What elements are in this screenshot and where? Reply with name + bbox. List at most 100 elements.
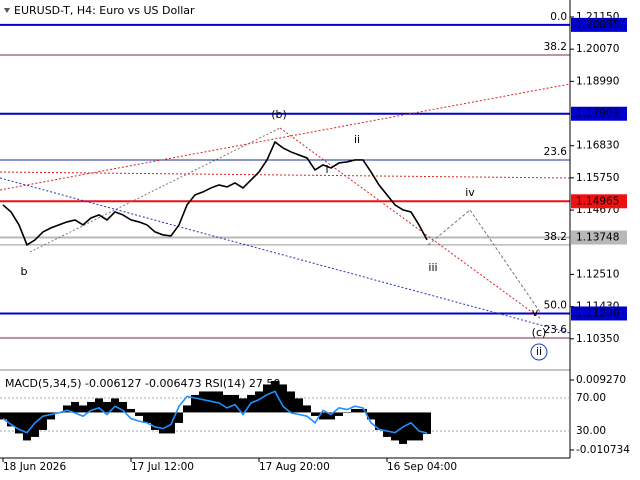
level-badge (571, 306, 627, 321)
y-tick-label: 1.18990 (576, 75, 619, 87)
chart-header: EURUSD-T, H4: Euro vs US Dollar (14, 4, 195, 17)
y2-tick-label: 70.00 (576, 392, 606, 404)
macd-bar (127, 408, 135, 413)
trend-line (0, 171, 571, 179)
macd-bar (415, 412, 423, 441)
macd-bar (175, 412, 183, 423)
macd-bar (263, 384, 271, 413)
wave-label: b (21, 265, 28, 278)
macd-bar (359, 408, 367, 413)
macd-bar (15, 412, 23, 434)
macd-bar (335, 412, 343, 416)
macd-bar (351, 408, 359, 413)
macd-bar (143, 412, 151, 423)
macd-bar (239, 398, 247, 413)
y-tick-label: -0.010734 (576, 444, 630, 456)
fib-label: 23.6 (544, 324, 568, 336)
level-badge (571, 17, 627, 32)
macd-bar (383, 412, 391, 437)
macd-bar (327, 412, 335, 420)
projection-line (427, 209, 541, 313)
macd-bar (199, 391, 207, 413)
wave-label: (c) (532, 326, 547, 339)
macd-bar (63, 405, 71, 413)
macd-bar (119, 401, 127, 413)
y-tick-label: 0.009270 (576, 374, 626, 386)
indicator-header: MACD(5,34,5) -0.006127 -0.006473 RSI(14)… (5, 377, 280, 390)
y-tick-label: 1.12510 (576, 268, 619, 280)
macd-bar (375, 412, 383, 430)
macd-bar (391, 412, 399, 441)
macd-bar (135, 412, 143, 416)
fib-label: 38.2 (544, 41, 567, 53)
fib-label: 38.2 (544, 231, 567, 243)
macd-bar (303, 405, 311, 413)
macd-bar (407, 412, 415, 441)
x-tick-label: 17 Aug 20:00 (259, 461, 330, 473)
trend-line (0, 83, 571, 191)
fib-label: 0.0 (550, 11, 567, 23)
wave-label: v (532, 306, 539, 319)
wave-label: i (325, 163, 328, 176)
y2-tick-label: 30.00 (576, 425, 606, 437)
macd-bar (423, 412, 431, 434)
fib-label: 23.6 (544, 146, 568, 158)
macd-bar (343, 412, 351, 413)
macd-bar (47, 412, 55, 420)
macd-bar (183, 405, 191, 413)
level-label: 1.20885 (576, 19, 619, 31)
wave-label: (b) (271, 108, 287, 121)
rsi-line (2, 390, 428, 434)
macd-bar (71, 401, 79, 413)
level-label: 1.17903 (576, 108, 619, 120)
wave-label: ii (536, 345, 542, 358)
macd-bar (0, 412, 7, 420)
macd-bar (271, 380, 279, 413)
level-badge (571, 194, 627, 209)
trend-line (29, 127, 281, 253)
level-badge (571, 230, 627, 245)
level-badge (571, 106, 627, 121)
wave-label: iii (428, 261, 437, 274)
macd-bar (399, 412, 407, 444)
trend-line (0, 177, 571, 334)
x-tick-label: 18 Jun 2026 (3, 461, 66, 473)
trend-line (279, 127, 541, 319)
menu-icon (4, 8, 10, 13)
macd-bar (39, 412, 47, 430)
macd-bar (231, 394, 239, 413)
wave-label: iv (465, 186, 475, 199)
macd-bar (191, 394, 199, 413)
level-label: 1.13748 (576, 232, 619, 244)
macd-bar (79, 405, 87, 413)
level-label: 1.14965 (576, 195, 619, 207)
wave-label: ii (354, 133, 360, 146)
macd-bar (311, 412, 319, 416)
macd-bar (31, 412, 39, 437)
macd-bar (23, 412, 31, 441)
x-tick-label: 17 Jul 12:00 (131, 461, 194, 473)
y-tick-label: 1.16830 (576, 140, 619, 152)
macd-bar (7, 412, 15, 427)
fib-label: 50.0 (544, 299, 567, 311)
guides (0, 23, 570, 339)
y-tick-label: 1.20070 (576, 43, 619, 55)
macd-bar (151, 412, 159, 430)
price-line (2, 140, 428, 247)
y-tick-label: 1.10350 (576, 333, 619, 345)
macd-bar (95, 398, 103, 413)
macd-bar (287, 391, 295, 413)
y-tick-label: 1.15750 (576, 172, 619, 184)
macd-bar (295, 398, 303, 413)
macd-bar (159, 412, 167, 434)
macd-bar (279, 384, 287, 413)
macd-bar (223, 394, 231, 413)
x-tick-label: 16 Sep 04:00 (387, 461, 457, 473)
macd-bar (367, 412, 375, 420)
level-label: 1.11200 (576, 307, 619, 319)
wave-circle (530, 343, 548, 361)
macd-bar (103, 401, 111, 413)
